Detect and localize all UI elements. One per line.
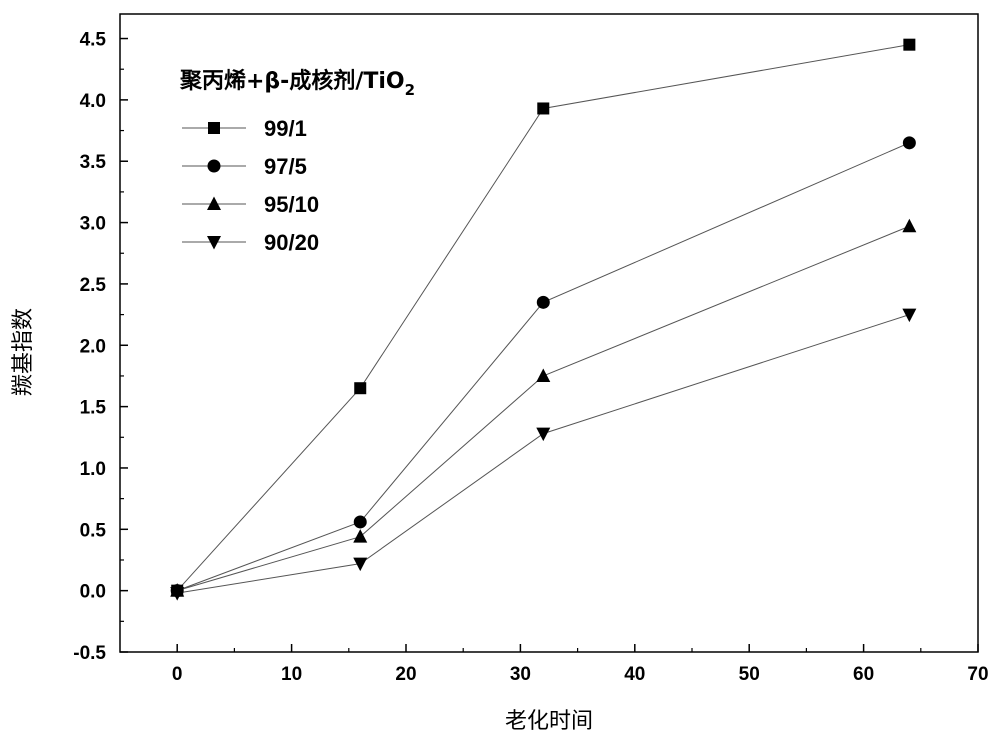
y-axis-title: 羰基指数 <box>11 308 36 396</box>
x-tick-label: 0 <box>172 664 183 685</box>
x-axis-title: 老化时间 <box>505 709 593 734</box>
y-tick-label: 0.5 <box>80 520 107 541</box>
data-point-95/10 <box>902 218 917 233</box>
x-tick-label: 30 <box>510 664 531 685</box>
legend-label-97/5: 97/5 <box>264 154 307 179</box>
y-tick-label: 3.5 <box>80 152 107 173</box>
legend-label-95/10: 95/10 <box>264 192 319 217</box>
data-point-95/10 <box>353 529 368 543</box>
data-point-90/20 <box>902 308 917 323</box>
legend-marker-97/5 <box>207 159 221 173</box>
series-line-99/1 <box>176 44 910 591</box>
legend-title-main: 聚丙烯+β-成核剂/TiO <box>179 68 405 94</box>
x-tick-label: 20 <box>395 664 416 685</box>
y-tick-label: 1.0 <box>80 459 106 480</box>
x-tick-label: 10 <box>281 664 302 685</box>
data-point-99/1 <box>537 102 550 115</box>
axis-ticks: 0 10 20 30 40 50 60 70 -0.5 0.0 0.5 1.0 1.5 2.0 2.5 3.0… <box>73 30 988 685</box>
legend-label-99/1: 99/1 <box>264 116 307 141</box>
y-tick-label: 3.0 <box>80 214 106 235</box>
legend-marker-95/10 <box>207 196 221 210</box>
data-point-95/10 <box>536 368 551 382</box>
x-tick-label: 60 <box>853 664 874 685</box>
legend-marker-99/1 <box>208 122 220 134</box>
y-tick-label: 2.5 <box>80 275 107 296</box>
plot-frame <box>119 13 979 653</box>
legend-title-subscript: 2 <box>405 81 415 99</box>
y-tick-label: 0.0 <box>80 582 106 603</box>
data-point-90/20 <box>170 587 185 601</box>
legend-marker-90/20 <box>207 236 221 250</box>
x-tick-label: 50 <box>739 664 760 685</box>
legend: 聚丙烯+β-成核剂/TiO2 99/1 97/5 95/10 90/20 <box>179 68 415 255</box>
data-series <box>170 38 917 601</box>
x-tick-label: 70 <box>967 664 988 685</box>
x-tick-label: 40 <box>624 664 645 685</box>
y-tick-label: 1.5 <box>80 398 107 419</box>
series-line-90/20 <box>177 314 910 594</box>
legend-title: 聚丙烯+β-成核剂/TiO2 <box>179 68 415 99</box>
y-tick-label: -0.5 <box>73 643 106 664</box>
data-point-99/1 <box>903 38 916 51</box>
data-point-90/20 <box>536 427 551 442</box>
series-line-95/10 <box>177 225 910 592</box>
data-point-97/5 <box>536 295 550 309</box>
y-tick-label: 4.5 <box>80 30 107 51</box>
data-point-97/5 <box>353 515 367 529</box>
data-point-97/5 <box>902 136 916 150</box>
series-line-97/5 <box>177 142 910 592</box>
y-tick-label: 4.0 <box>80 91 106 112</box>
data-point-90/20 <box>353 557 368 572</box>
legend-label-90/20: 90/20 <box>264 230 319 255</box>
data-point-99/1 <box>354 382 367 395</box>
y-tick-label: 2.0 <box>80 336 106 357</box>
